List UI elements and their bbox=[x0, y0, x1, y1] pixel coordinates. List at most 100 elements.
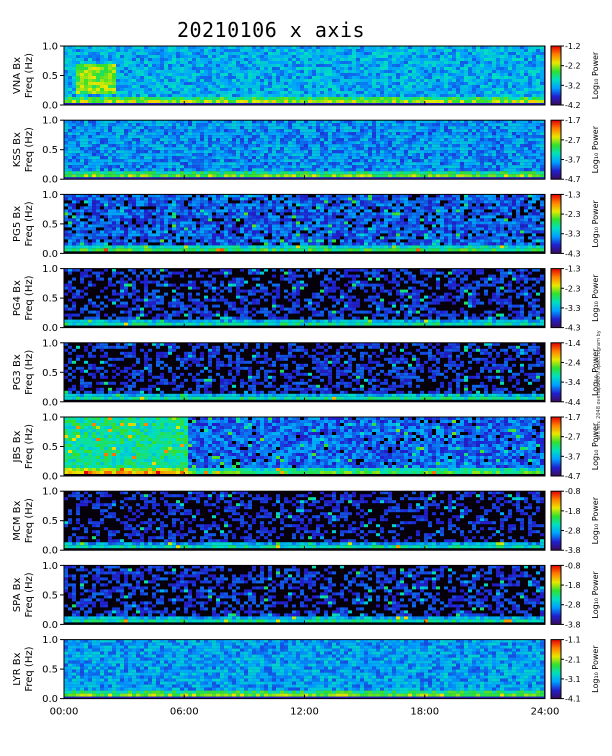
colorbar-tick-label: -4.3 bbox=[565, 249, 581, 258]
panel-station-label: SPA Bx bbox=[12, 578, 23, 613]
colorbar-tick-label: -1.8 bbox=[565, 507, 581, 516]
colorbar bbox=[550, 193, 562, 254]
x-tick-label: 24:00 bbox=[531, 707, 560, 718]
panel-station-label: MCM Bx bbox=[12, 501, 23, 541]
panel-vna-bx: 0.0 0.5 1.0 VNA Bx Freq (Hz) -1.2 -2.2 -3.2 -4.2… bbox=[12, 42, 600, 112]
spectrogram-cells bbox=[64, 491, 544, 549]
colorbar-label: Log₁₀ Power bbox=[591, 570, 600, 618]
colorbar-tick-label: -3.1 bbox=[565, 675, 581, 684]
y-tick-label: 1.0 bbox=[42, 116, 58, 127]
y-tick-label: 0.0 bbox=[42, 397, 58, 408]
x-tick-label: 00:00 bbox=[50, 707, 79, 718]
y-tick-label: 0.0 bbox=[42, 175, 58, 186]
y-tick-label: 1.0 bbox=[42, 487, 58, 498]
colorbar-tick-label: -2.7 bbox=[565, 136, 581, 145]
y-tick-label: 0.0 bbox=[42, 694, 58, 705]
y-tick-label: 1.0 bbox=[42, 264, 58, 275]
colorbar-tick-label: -3.8 bbox=[565, 546, 581, 555]
panel-station-label: KSS Bx bbox=[12, 132, 23, 167]
panel-station-label: PG4 Bx bbox=[12, 280, 23, 316]
x-tick-label: 18:00 bbox=[410, 707, 439, 718]
panel-station-label: LYR Bx bbox=[12, 652, 23, 685]
colorbar bbox=[550, 416, 562, 477]
colorbar bbox=[550, 268, 562, 329]
colorbar-tick-label: -3.4 bbox=[565, 378, 581, 387]
panel-pg4-bx: 0.0 0.5 1.0 PG4 Bx Freq (Hz) -1.3 -2.3 -3.3 -4.3… bbox=[12, 264, 600, 334]
y-tick-label: 0.0 bbox=[42, 546, 58, 557]
colorbar-tick-label: -3.8 bbox=[565, 620, 581, 629]
colorbar-tick-label: -1.1 bbox=[565, 636, 581, 645]
spectrogram-cells bbox=[64, 565, 544, 623]
panel-mcm-bx: 0.0 0.5 1.0 MCM Bx Freq (Hz) -0.8 -1.8 -2.8 -3.8… bbox=[12, 487, 600, 557]
y-tick-label: 0.5 bbox=[42, 590, 58, 601]
spectrogram-cells bbox=[64, 268, 544, 326]
colorbar bbox=[550, 564, 562, 625]
colorbar bbox=[550, 45, 562, 106]
colorbar-label: Log₁₀ Power bbox=[591, 51, 600, 99]
colorbar-tick-label: -2.1 bbox=[565, 655, 581, 664]
colorbar-label: Log₁₀ Power bbox=[591, 274, 600, 322]
colorbar-label: Log₁₀ Power bbox=[591, 348, 600, 396]
panel-kss-bx: 0.0 0.5 1.0 KSS Bx Freq (Hz) -1.7 -2.7 -3.7 -4.7… bbox=[12, 116, 600, 186]
y-tick-label: 0.5 bbox=[42, 145, 58, 156]
colorbar-tick-label: -2.4 bbox=[565, 358, 581, 367]
panel-ylabel: Freq (Hz) bbox=[24, 498, 35, 543]
panel-lyr-bx: 0.0 0.5 1.0 LYR Bx Freq (Hz) -1.1 -2.1 -3.1 -4.1… bbox=[12, 635, 600, 705]
y-tick-label: 1.0 bbox=[42, 561, 58, 572]
colorbar-tick-label: -3.3 bbox=[565, 230, 581, 239]
colorbar-tick-label: -1.3 bbox=[565, 265, 581, 274]
spectrogram-cells bbox=[64, 342, 544, 400]
colorbar-tick-label: -4.7 bbox=[565, 175, 581, 184]
y-tick-label: 0.5 bbox=[42, 71, 58, 82]
panel-station-label: PG3 Bx bbox=[12, 354, 23, 390]
x-tick-label: 06:00 bbox=[170, 707, 199, 718]
colorbar-tick-label: -4.3 bbox=[565, 324, 581, 333]
colorbar-tick-label: -4.2 bbox=[565, 101, 581, 110]
spectrogram-cells bbox=[64, 120, 544, 178]
colorbar-tick-label: -1.2 bbox=[565, 42, 581, 51]
colorbar-tick-label: -4.1 bbox=[565, 695, 581, 704]
colorbar-tick-label: -3.3 bbox=[565, 304, 581, 313]
colorbar-tick-label: -4.7 bbox=[565, 472, 581, 481]
colorbar-label: Log₁₀ Power bbox=[591, 422, 600, 470]
y-tick-label: 0.0 bbox=[42, 472, 58, 483]
figure-title: 20210106 x axis bbox=[176, 18, 366, 42]
panel-spa-bx: 0.0 0.5 1.0 SPA Bx Freq (Hz) -0.8 -1.8 -2.8 -3.8… bbox=[12, 561, 600, 631]
y-tick-label: 1.0 bbox=[42, 42, 58, 53]
colorbar-tick-label: -1.7 bbox=[565, 413, 581, 422]
y-tick-label: 1.0 bbox=[42, 413, 58, 424]
panel-ylabel: Freq (Hz) bbox=[24, 201, 35, 246]
spectrogram-cells bbox=[64, 194, 544, 252]
colorbar-tick-label: -0.8 bbox=[565, 487, 581, 496]
colorbar-tick-label: -3.7 bbox=[565, 452, 581, 461]
colorbar-tick-label: -3.2 bbox=[565, 81, 581, 90]
y-tick-label: 0.5 bbox=[42, 442, 58, 453]
colorbar-label: Log₁₀ Power bbox=[591, 125, 600, 173]
spectrogram-cells bbox=[64, 417, 544, 474]
colorbar-tick-label: -2.8 bbox=[565, 527, 581, 536]
colorbar-label: Log₁₀ Power bbox=[591, 645, 600, 693]
colorbar-tick-label: -4.4 bbox=[565, 398, 581, 407]
y-tick-label: 0.0 bbox=[42, 620, 58, 631]
colorbar-tick-label: -2.2 bbox=[565, 62, 581, 71]
y-tick-label: 0.0 bbox=[42, 323, 58, 334]
x-tick-label: 12:00 bbox=[290, 707, 319, 718]
colorbar-label: Log₁₀ Power bbox=[591, 496, 600, 544]
y-tick-label: 1.0 bbox=[42, 635, 58, 646]
spectrogram-cells bbox=[64, 46, 544, 103]
panel-station-label: JBS Bx bbox=[12, 430, 23, 463]
panel-jbs-bx: 0.0 0.5 1.0 JBS Bx Freq (Hz) -1.7 -2.7 -3.7 -4.7… bbox=[12, 413, 600, 483]
y-tick-label: 0.0 bbox=[42, 101, 58, 112]
panel-ylabel: Freq (Hz) bbox=[24, 53, 35, 98]
y-tick-label: 0.5 bbox=[42, 219, 58, 230]
colorbar-label: Log₁₀ Power bbox=[591, 199, 600, 247]
y-tick-label: 1.0 bbox=[42, 338, 58, 349]
spectrogram-cells bbox=[64, 639, 544, 697]
panel-ylabel: Freq (Hz) bbox=[24, 350, 35, 395]
colorbar-tick-label: -1.4 bbox=[565, 339, 581, 348]
colorbar-tick-label: -2.3 bbox=[565, 284, 581, 293]
side-note: win len: 2048 overlap: 80% spectrogram b… bbox=[596, 330, 602, 440]
colorbar bbox=[550, 342, 562, 403]
panel-pg5-bx: 0.0 0.5 1.0 PG5 Bx Freq (Hz) -1.3 -2.3 -3.3 -4.3… bbox=[12, 190, 600, 260]
panel-ylabel: Freq (Hz) bbox=[24, 424, 35, 469]
